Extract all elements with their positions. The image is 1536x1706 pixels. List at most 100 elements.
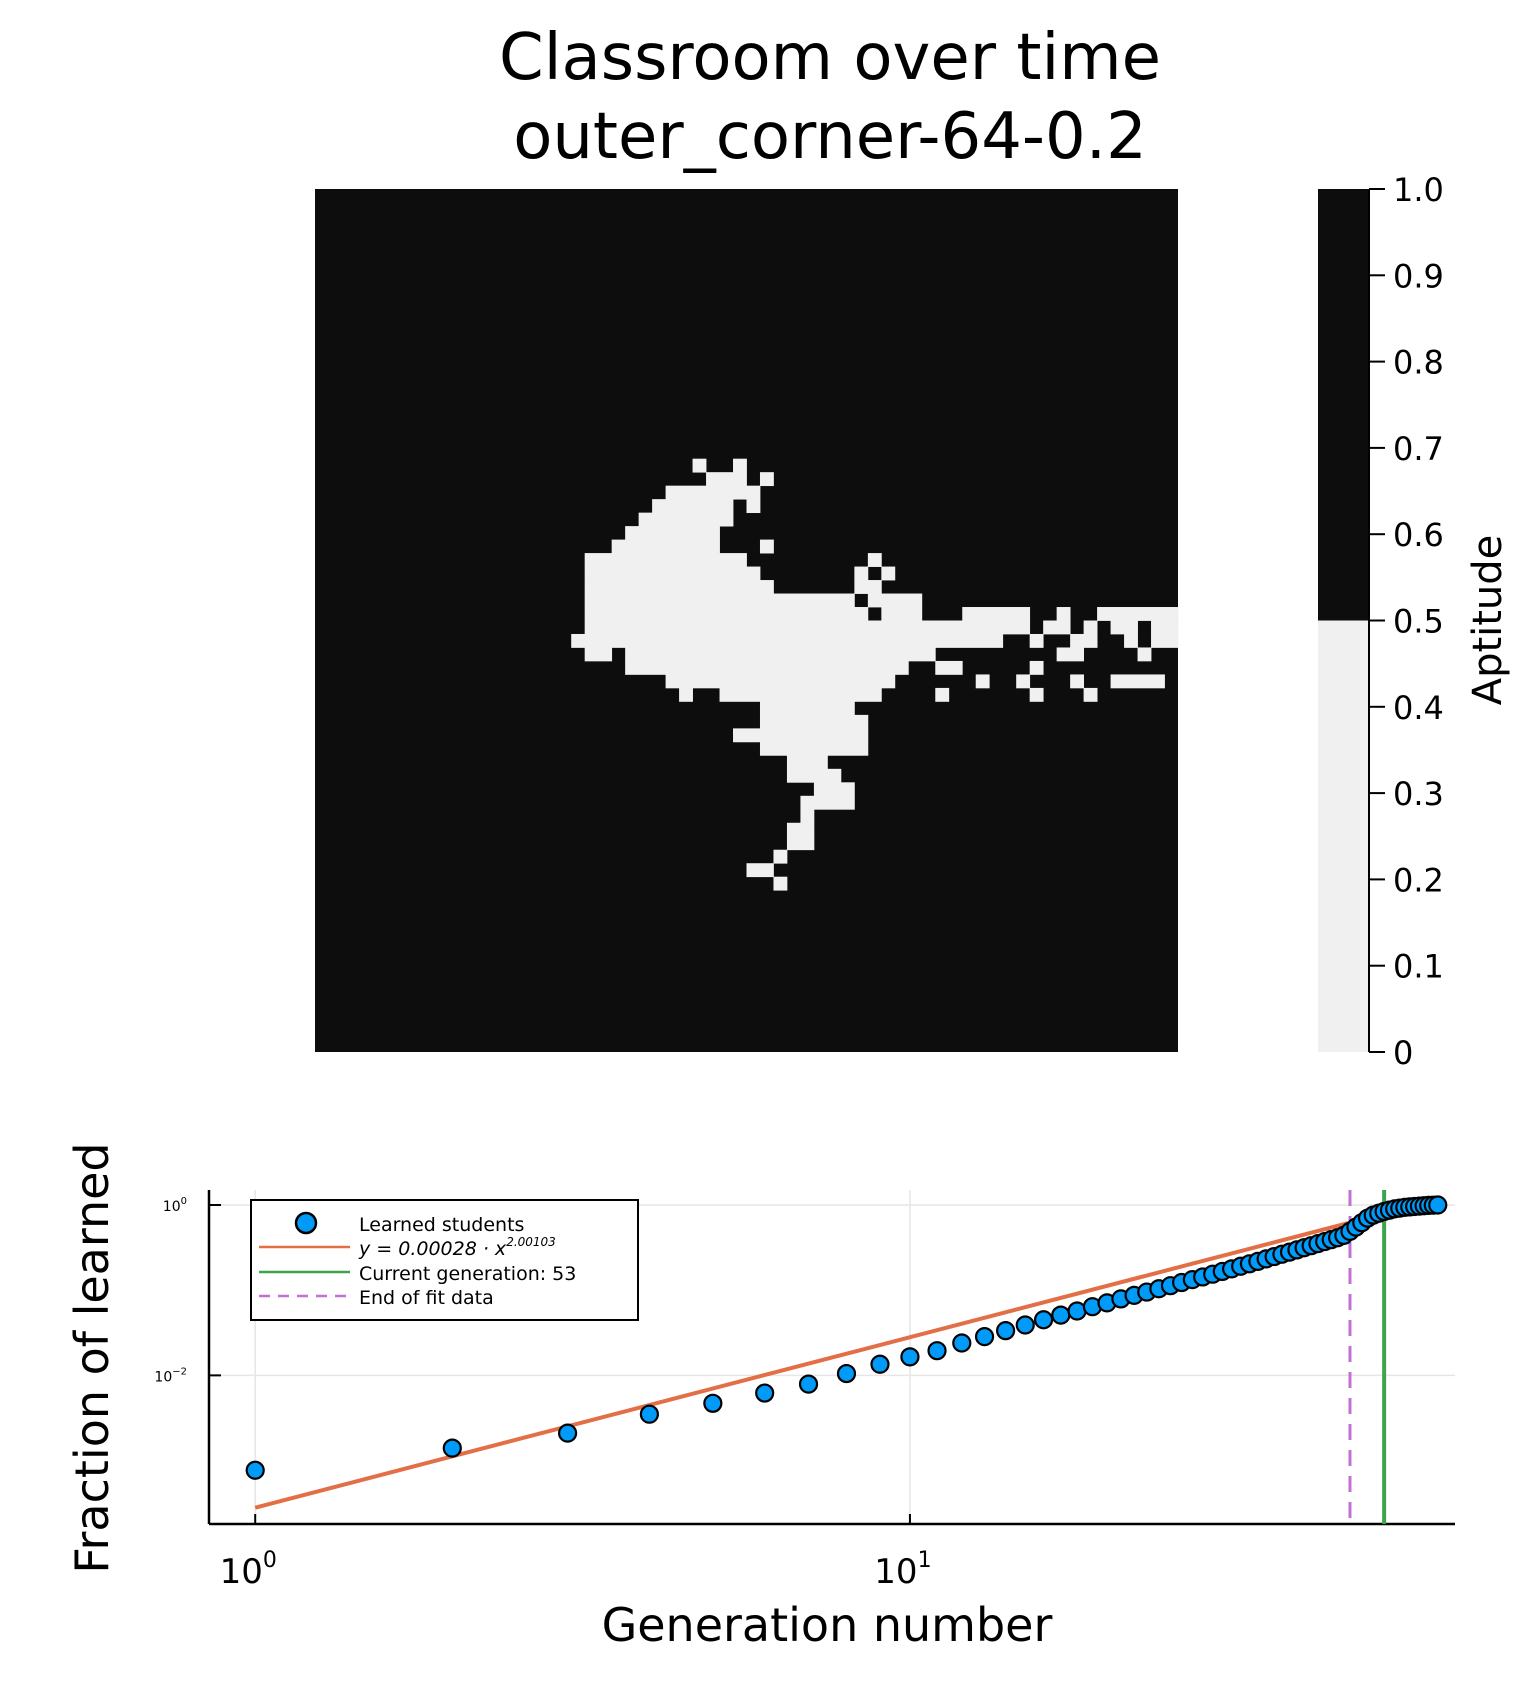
heatmap-cell-run — [1110, 674, 1165, 689]
heatmap-cell-run — [625, 647, 936, 662]
heatmap-cell-run — [584, 607, 869, 621]
heatmap-cell-run — [611, 539, 720, 554]
colorbar-tick-label: 0.4 — [1393, 689, 1444, 727]
heatmap-cell-run — [584, 593, 855, 608]
x-tick-label-exponent: 0 — [263, 1548, 277, 1573]
heatmap-cell-run — [881, 566, 896, 581]
classroom-heatmap — [315, 189, 1179, 1052]
x-tick-label-base: 10 — [874, 1552, 917, 1592]
colorbar-tick-label: 0.6 — [1393, 516, 1444, 554]
legend-label-learned: Learned students — [359, 1214, 524, 1236]
heatmap-cell-run — [935, 687, 950, 702]
colorbar-high-segment — [1318, 189, 1369, 621]
heatmap-cell-run — [1056, 607, 1071, 621]
colorbar-tick-label: 0.3 — [1393, 775, 1444, 813]
heatmap-cell-run — [1016, 674, 1031, 689]
scatter-point — [639, 1404, 659, 1424]
colorbar-tick-label: 0.2 — [1393, 861, 1444, 899]
colorbar-tick-label: 0 — [1393, 1034, 1413, 1072]
aptitude-colorbar: 1.0 0.9 0.8 0.7 0.6 0.5 0.4 0.3 0.2 0.1 0 — [1318, 171, 1444, 1072]
scatter-point — [703, 1393, 723, 1413]
heatmap-cell-run — [571, 633, 1004, 648]
scatter-point — [1015, 1315, 1035, 1335]
heatmap-cell-run — [759, 741, 869, 756]
y-axis-label: Fraction of learned — [65, 1142, 119, 1573]
heatmap-cell-run — [773, 876, 788, 891]
legend-marker-learned — [294, 1211, 318, 1235]
heatmap-cell-run — [1151, 620, 1179, 635]
chart-title-line1: Classroom over time — [499, 21, 1161, 95]
x-tick-label-base: 10 — [220, 1552, 263, 1592]
heatmap-cell-run — [638, 512, 734, 527]
heatmap-cell-run — [625, 660, 909, 675]
heatmap-cell-run — [773, 849, 788, 864]
colorbar-tick-label: 0.7 — [1393, 430, 1444, 468]
heatmap-cell-run — [625, 526, 720, 540]
colorbar-low-segment — [1318, 620, 1369, 1052]
scatter-point — [974, 1327, 995, 1347]
scatter-point — [442, 1438, 462, 1458]
heatmap-cell-run — [1124, 633, 1138, 648]
y-tick-label: 10−2 — [154, 1366, 187, 1385]
heatmap-cell-run — [1083, 620, 1098, 635]
colorbar-tick-label: 1.0 — [1393, 171, 1444, 209]
y-tick-label-base: 10 — [163, 1199, 181, 1215]
x-tick-label: 100 — [220, 1548, 277, 1592]
heatmap-cell-run — [1029, 687, 1044, 702]
scatter-point — [1033, 1310, 1054, 1330]
scatter-point — [755, 1383, 775, 1403]
heatmap-cell-run — [867, 553, 882, 567]
heatmap-cell-run — [881, 607, 923, 621]
heatmap-cell-run — [584, 580, 774, 594]
heatmap-cell-run — [962, 607, 1031, 621]
heatmap-cell-run — [706, 472, 747, 487]
colorbar-tick-label: 0.1 — [1393, 948, 1444, 986]
scatter-point — [798, 1374, 819, 1394]
heatmap-cell-run — [665, 485, 761, 500]
x-tick-label: 101 — [874, 1548, 931, 1592]
legend-label-fit-text: y = 0.00028 · x — [358, 1238, 507, 1260]
heatmap-cell-run — [867, 593, 923, 608]
heatmap-cell-run — [1110, 620, 1138, 635]
heatmap-cell-run — [1070, 633, 1098, 648]
heatmap-cell-run — [854, 580, 882, 594]
heatmap-cell-run — [1151, 633, 1179, 648]
scatter-point — [557, 1423, 578, 1443]
heatmap-cell-run — [975, 674, 990, 689]
scatter-point — [870, 1354, 890, 1374]
scatter-point — [996, 1321, 1016, 1341]
heatmap-cell-run — [1083, 687, 1098, 702]
heatmap-cell-run — [759, 714, 869, 729]
heatmap-cell-run — [746, 499, 761, 514]
heatmap-cell-run — [759, 701, 855, 716]
heatmap-cell-run — [1070, 674, 1085, 689]
heatmap-cell-run — [746, 863, 774, 878]
heatmap-cell-run — [692, 458, 707, 473]
legend-label-fit-exponent: 2.00103 — [506, 1235, 556, 1249]
heatmap-cell-run — [854, 566, 869, 581]
heatmap-cell-run — [733, 728, 869, 743]
heatmap-cell-run — [719, 687, 882, 702]
heatmap-cell-run — [786, 768, 842, 783]
heatmap-cell-run — [759, 472, 774, 487]
legend-label-current: Current generation: 53 — [359, 1263, 576, 1285]
heatmap-cell-run — [1029, 660, 1044, 675]
scatter-point — [1428, 1195, 1448, 1215]
heatmap-cell-run — [584, 566, 761, 581]
heatmap-cell-run — [1043, 620, 1071, 635]
y-tick-label-exponent: −2 — [172, 1366, 187, 1377]
heatmap-cell-run — [786, 755, 828, 770]
y-tick-label-base: 10 — [154, 1369, 172, 1385]
heatmap-cell-run — [786, 836, 815, 851]
x-tick-label-exponent: 1 — [918, 1548, 932, 1573]
scatter-point — [927, 1341, 947, 1361]
heatmap-cell-run — [1097, 607, 1179, 621]
x-axis-label: Generation number — [602, 1598, 1053, 1652]
heatmap-cell-run — [584, 620, 1031, 635]
colorbar-tick-label: 0.9 — [1393, 257, 1444, 295]
chart-title-line2: outer_corner-64-0.2 — [513, 100, 1147, 174]
heatmap-cell-run — [759, 539, 774, 554]
heatmap-cell-run — [1029, 633, 1044, 648]
